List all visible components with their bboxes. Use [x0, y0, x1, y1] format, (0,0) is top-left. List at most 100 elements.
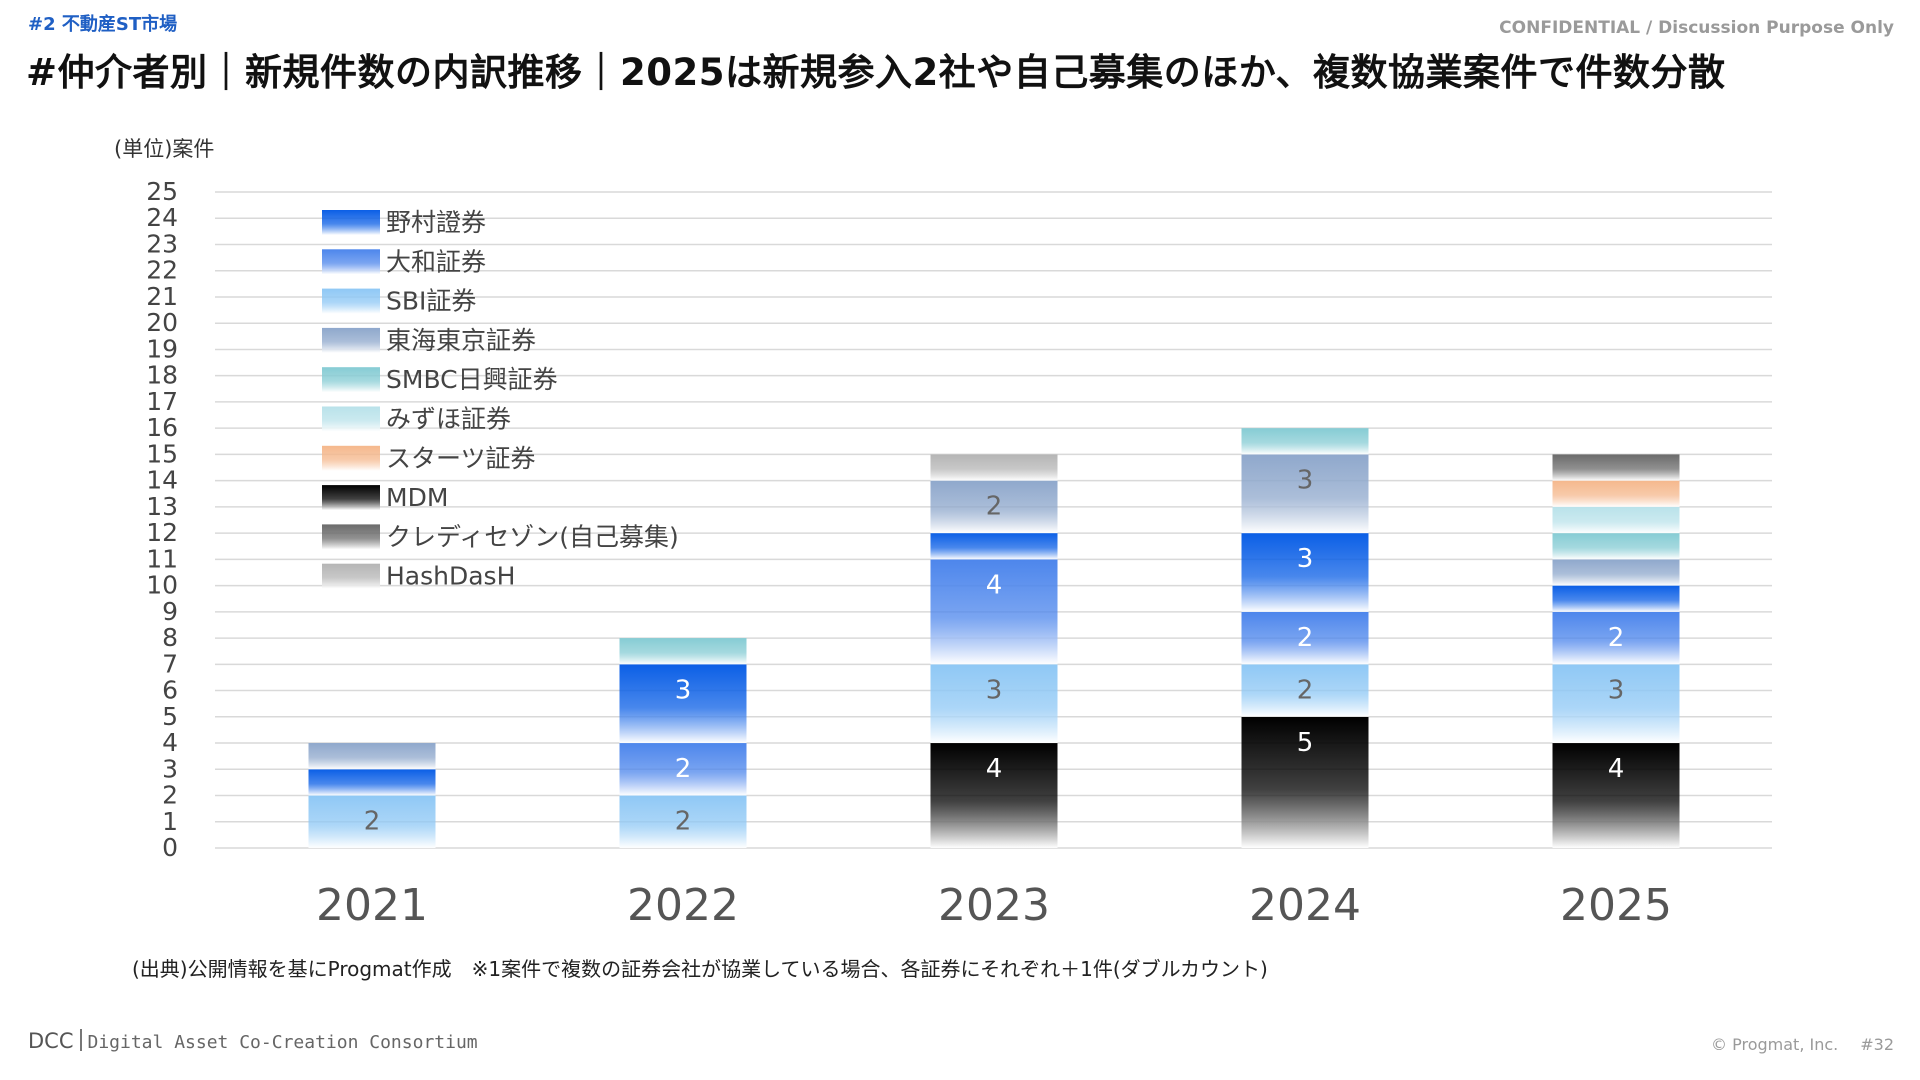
y-tick-label: 8 [162, 623, 178, 652]
y-tick-label: 9 [162, 597, 178, 626]
legend-label: SBI証券 [386, 287, 476, 316]
x-tick-label: 2021 [316, 880, 428, 931]
legend-swatch [322, 367, 380, 393]
y-axis-ticks: 0123456789101112131415161718192021222324… [146, 177, 178, 862]
legend-swatch [322, 406, 380, 432]
data-label: 2 [1297, 675, 1314, 705]
bar-segment-2023-hashdash [930, 454, 1058, 481]
data-label: 3 [986, 675, 1003, 705]
bar-segment-2025-sbi [1552, 664, 1680, 744]
bar-segment-2025-series6 [1552, 506, 1680, 534]
copyright-text: © Progmat, Inc. [1711, 1035, 1839, 1054]
footer-logo: DCC Digital Asset Co-Creation Consortium [28, 1029, 478, 1053]
bar-segment-2023-series2 [930, 559, 1058, 665]
legend-label: みずほ証券 [386, 405, 511, 434]
bar-segment-2024-series2 [1241, 611, 1369, 665]
bars [308, 428, 1680, 848]
y-tick-label: 6 [162, 676, 178, 705]
bar-segment-2021-series3 [308, 769, 436, 796]
x-axis-ticks: 2021 2022 2023 2024 2025 [316, 880, 1672, 931]
y-tick-label: 17 [146, 387, 178, 416]
data-label: 3 [1297, 544, 1314, 574]
bar-segment-2024-mdm [1241, 716, 1369, 848]
x-tick-label: 2024 [1249, 880, 1361, 931]
legend-label: クレディセゾン(自己募集) [386, 522, 679, 551]
bar-segment-2022-smbc [619, 638, 747, 665]
data-label: 2 [675, 807, 692, 837]
bar-segment-2022-series2 [619, 743, 747, 796]
bar-segment-2024-smbc [1241, 428, 1369, 455]
bar-segment-2023-series4 [930, 480, 1058, 534]
data-label: 3 [675, 675, 692, 705]
legend-label: 大和証券 [386, 247, 486, 276]
legend-swatch [322, 524, 380, 550]
y-tick-label: 15 [146, 439, 178, 468]
data-label: 2 [1608, 623, 1625, 653]
data-label: 4 [986, 754, 1003, 784]
data-label: 2 [675, 754, 692, 784]
page-number: #32 [1860, 1035, 1894, 1054]
bar-segment-2023-sbi [930, 664, 1058, 744]
bar-segment-2025-mdm [1552, 743, 1680, 848]
bar-segment-2021-sbi [308, 795, 436, 848]
bar-segment-2024-series4 [1241, 454, 1369, 534]
legend-swatch [322, 210, 380, 235]
y-tick-label: 12 [146, 518, 178, 547]
legend-swatch [322, 288, 380, 314]
legend-label: 野村證券 [386, 208, 486, 237]
y-tick-label: 10 [146, 571, 178, 600]
data-label: 2 [1297, 623, 1314, 653]
y-tick-label: 11 [146, 544, 178, 573]
bar-segment-2025-series7 [1552, 480, 1680, 507]
data-label: 4 [986, 570, 1003, 600]
legend-swatch [322, 563, 380, 589]
y-tick-label: 1 [162, 807, 178, 836]
y-tick-label: 3 [162, 754, 178, 783]
y-tick-label: 25 [146, 177, 178, 206]
y-tick-label: 20 [146, 308, 178, 337]
page-title: #仲介者別｜新規件数の内訳推移｜2025は新規参入2社や自己募集のほか、複数協業… [26, 51, 1726, 94]
y-tick-label: 24 [146, 203, 178, 232]
y-tick-label: 21 [146, 282, 178, 311]
bar-segment-2023-series3 [930, 533, 1058, 560]
bar-segment-2025-series3 [1552, 585, 1680, 612]
y-tick-label: 0 [162, 833, 178, 862]
y-tick-label: 19 [146, 334, 178, 363]
bar-segment-2024-sbi [1241, 664, 1369, 717]
legend-label: 東海東京証券 [386, 326, 536, 355]
bar-segment-2024-series3 [1241, 533, 1369, 612]
y-tick-label: 13 [146, 492, 178, 521]
legend-swatch [322, 485, 380, 511]
legend-label: HashDasH [386, 562, 515, 591]
legend-swatch [322, 445, 380, 471]
bar-segment-2025-series2 [1552, 611, 1680, 665]
legend-label: スターツ証券 [386, 444, 536, 473]
data-label: 2 [986, 492, 1003, 522]
logo-text: Digital Asset Co-Creation Consortium [87, 1032, 478, 1053]
bar-segment-2025-series8 [1552, 454, 1680, 481]
legend-label: SMBC日興証券 [386, 365, 558, 394]
y-tick-label: 2 [162, 781, 178, 810]
legend-swatch [322, 327, 380, 353]
confidential-label: CONFIDENTIAL / Discussion Purpose Only [1499, 18, 1894, 38]
logo-separator [79, 1029, 82, 1051]
bar-segment-2022-series3 [619, 664, 747, 744]
data-label: 4 [1608, 754, 1625, 784]
y-tick-label: 14 [146, 466, 178, 495]
y-tick-label: 16 [146, 413, 178, 442]
y-axis-unit-label: (単位)案件 [114, 137, 215, 161]
bar-segment-2025-series4 [1552, 559, 1680, 586]
logo-dcc: DCC [28, 1029, 74, 1053]
bar-segment-2023-mdm [930, 743, 1058, 848]
y-tick-label: 18 [146, 361, 178, 390]
section-tag: #2 不動産ST市場 [28, 14, 178, 35]
data-label: 5 [1297, 728, 1314, 758]
legend-swatch [322, 249, 380, 275]
bar-segment-2021-series4 [308, 743, 436, 770]
y-tick-label: 4 [162, 728, 178, 757]
legend-label: MDM [386, 483, 448, 512]
data-label: 2 [364, 807, 381, 837]
copyright: © Progmat, Inc. #32 [1711, 1035, 1894, 1054]
